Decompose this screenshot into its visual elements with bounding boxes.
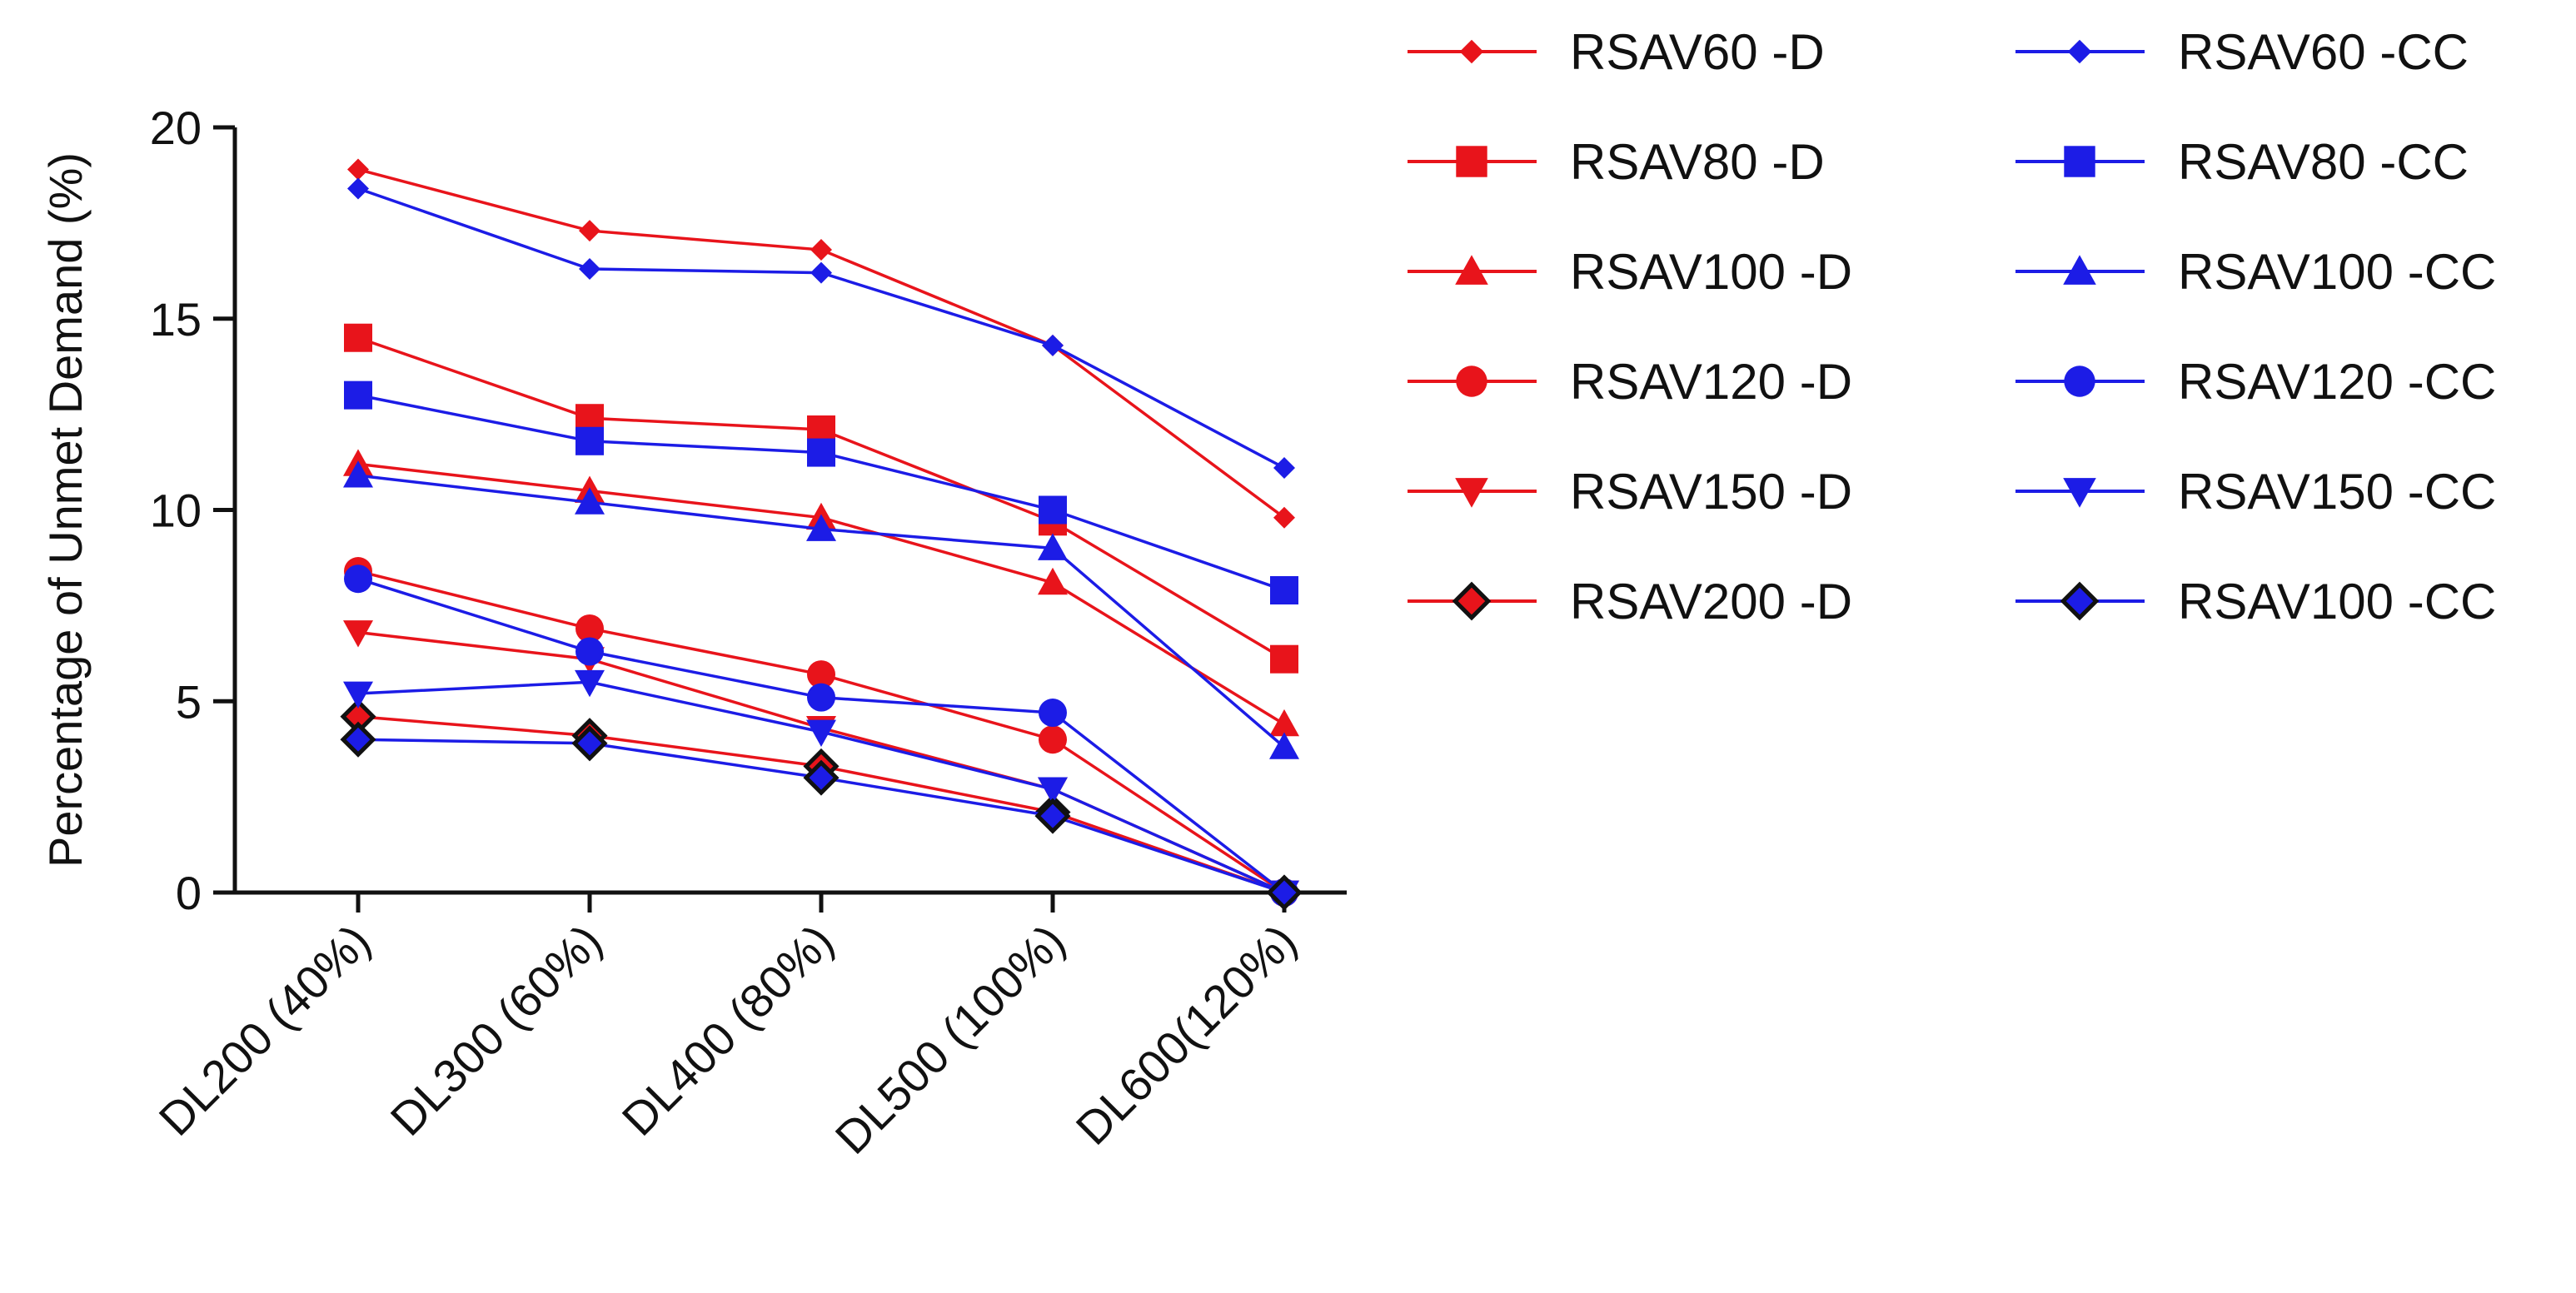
data-point xyxy=(344,380,372,410)
data-point xyxy=(807,660,835,689)
legend-marker xyxy=(2063,478,2096,508)
data-point xyxy=(1273,506,1295,529)
series-1 xyxy=(344,323,1298,674)
legend-item: RSAV150 -D xyxy=(1408,464,1852,520)
data-point xyxy=(1273,456,1295,479)
legend-label: RSAV120 -CC xyxy=(2178,354,2496,410)
legend-item: RSAV80 -D xyxy=(1408,134,1825,190)
legend-label: RSAV100 -CC xyxy=(2178,574,2496,629)
series-7 xyxy=(344,380,1298,604)
x-tick-label: DL400 (80%) xyxy=(612,914,844,1146)
legend-marker xyxy=(2063,255,2096,285)
legend-item: RSAV200 -D xyxy=(1408,574,1852,629)
y-axis-title: Percentage of Unmet Demand (%) xyxy=(39,152,92,868)
data-point xyxy=(575,426,604,455)
legend-marker xyxy=(2064,366,2095,397)
legend: RSAV60 -D RSAV80 -D RSAV100 -D RSAV120 -D RS… xyxy=(1408,24,2496,629)
legend-marker xyxy=(2064,146,2095,177)
legend-marker xyxy=(1456,146,1487,177)
data-point xyxy=(1269,732,1299,759)
legend-label: RSAV60 -CC xyxy=(2178,24,2469,80)
y-tick-label: 15 xyxy=(150,293,202,346)
legend-marker xyxy=(1452,581,1492,621)
data-point xyxy=(579,220,600,242)
legend-marker xyxy=(1459,39,1484,64)
y-tick-label: 0 xyxy=(176,867,202,919)
legend-item: RSAV120 -CC xyxy=(2015,354,2496,410)
legend-marker xyxy=(1455,255,1488,285)
data-point xyxy=(1270,575,1298,604)
data-point xyxy=(1039,725,1067,754)
data-point xyxy=(810,261,832,284)
legend-label: RSAV100 -D xyxy=(1570,244,1852,300)
data-point xyxy=(806,719,836,748)
data-point xyxy=(807,683,835,712)
data-point xyxy=(343,681,373,709)
legend-marker xyxy=(1456,366,1487,397)
data-point xyxy=(1270,644,1298,674)
data-point xyxy=(1038,533,1068,560)
data-point xyxy=(575,487,605,515)
legend-item: RSAV100 -CC xyxy=(2015,244,2496,300)
series-6 xyxy=(347,177,1295,479)
x-tick-label: DL200 (40%) xyxy=(149,914,381,1146)
data-point xyxy=(803,759,840,796)
legend-marker xyxy=(2060,581,2100,621)
legend-label: RSAV200 -D xyxy=(1570,574,1852,629)
data-point xyxy=(1034,798,1071,834)
data-point xyxy=(810,239,832,261)
data-point xyxy=(1038,777,1068,804)
data-point xyxy=(575,637,604,666)
legend-label: RSAV150 -CC xyxy=(2178,464,2496,520)
x-tick-label: DL300 (60%) xyxy=(381,914,612,1146)
y-tick-label: 5 xyxy=(176,675,202,728)
legend-item: RSAV100 -CC xyxy=(2015,574,2496,629)
plot-area: 0 5 10 15 20 DL200 (40%) DL300 (60%) DL400 (80%… xyxy=(39,102,1347,1164)
legend-item: RSAV80 -CC xyxy=(2015,134,2469,190)
series-11 xyxy=(340,721,1303,911)
legend-label: RSAV150 -D xyxy=(1570,464,1852,520)
legend-item: RSAV60 -D xyxy=(1408,24,1825,80)
data-point xyxy=(575,669,605,698)
data-point xyxy=(571,725,608,762)
data-point xyxy=(347,177,369,200)
data-point xyxy=(344,323,372,352)
data-point xyxy=(1038,567,1068,595)
y-tick-label: 20 xyxy=(150,102,202,154)
legend-item: RSAV120 -D xyxy=(1408,354,1852,410)
legend-label: RSAV120 -D xyxy=(1570,354,1852,410)
series-0 xyxy=(347,158,1295,529)
y-tick-label: 10 xyxy=(150,485,202,537)
data-point xyxy=(340,721,376,758)
data-point xyxy=(343,620,373,648)
series-8 xyxy=(343,460,1299,759)
legend-label: RSAV80 -D xyxy=(1570,134,1825,190)
legend-marker xyxy=(1455,478,1488,508)
series-line xyxy=(357,336,1285,661)
data-point xyxy=(1039,495,1067,525)
data-point xyxy=(575,614,604,643)
legend-item: RSAV100 -D xyxy=(1408,244,1852,300)
data-point xyxy=(1039,699,1067,728)
data-point xyxy=(1269,709,1299,737)
legend-label: RSAV60 -D xyxy=(1570,24,1825,80)
data-point xyxy=(344,564,372,594)
legend-item: RSAV150 -CC xyxy=(2015,464,2496,520)
data-point xyxy=(1266,874,1303,911)
legend-label: RSAV80 -CC xyxy=(2178,134,2469,190)
legend-label: RSAV100 -CC xyxy=(2178,244,2496,300)
data-point xyxy=(579,258,600,281)
legend-marker xyxy=(2067,39,2092,64)
data-point xyxy=(347,158,369,181)
data-point xyxy=(1042,334,1064,356)
data-point xyxy=(806,514,836,541)
data-point xyxy=(343,460,373,488)
data-point xyxy=(807,438,835,467)
x-tick-label: DL500 (100%) xyxy=(825,914,1075,1164)
x-tick-label: DL600(120%) xyxy=(1066,914,1307,1155)
legend-item: RSAV60 -CC xyxy=(2015,24,2469,80)
